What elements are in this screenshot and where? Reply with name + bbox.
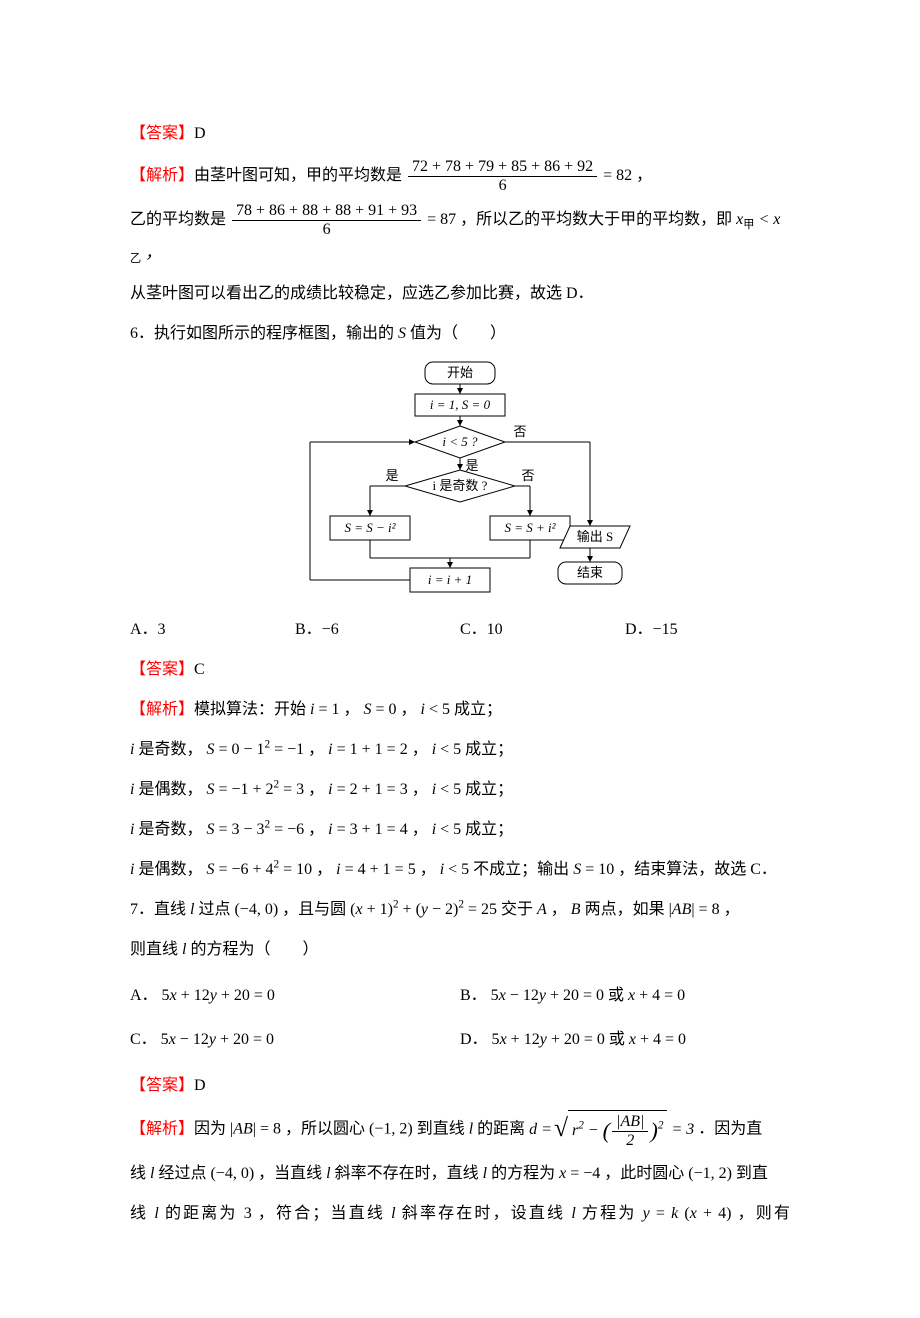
q5-analysis-line2: 乙的平均数是 78 + 86 + 88 + 88 + 91 + 93 6 = 8…	[130, 202, 790, 270]
q6-option-c: C．10	[460, 614, 625, 646]
flow-init: i = 1, S = 0	[430, 397, 491, 412]
flow-inc: i = i + 1	[428, 572, 472, 587]
q7-ana-p3: 线 l 的距离为 3 ，符合；当直线 l 斜率存在时，设直线 l 方程为 y =…	[130, 1198, 790, 1230]
q7-stem-b: 则直线 l 的方程为（ ）	[130, 934, 790, 966]
q7-option-b: B． 5x − 12y + 20 = 0 或 x + 4 = 0	[460, 980, 790, 1012]
flow-start: 开始	[447, 365, 473, 380]
q5-jia-den: 6	[408, 177, 597, 195]
q6-answer-line: 【答案】C	[130, 654, 790, 686]
q5-analysis-line1: 【解析】由茎叶图可知，甲的平均数是 72 + 78 + 79 + 85 + 86…	[130, 158, 790, 194]
q7-ana-p1a: 因为 |AB| = 8 ，所以圆心 (−1, 2) 到直线 l 的距离	[194, 1121, 529, 1138]
q5-yi-frac: 78 + 86 + 88 + 88 + 91 + 93 6	[232, 202, 421, 238]
analysis-label: 【解析】	[130, 1121, 194, 1138]
q7-ana-p2: 线 l 经过点 (−4, 0) ，当直线 l 斜率不存在时，直线 l 的方程为 …	[130, 1158, 790, 1190]
q7-option-a: A． 5x + 12y + 20 = 0	[130, 980, 460, 1012]
q5-intro: 由茎叶图可知，甲的平均数是	[194, 167, 402, 184]
q5-yi-num: 78 + 86 + 88 + 88 + 91 + 93	[232, 202, 421, 221]
q5-jia-num: 72 + 78 + 79 + 85 + 86 + 92	[408, 158, 597, 177]
page-content: 【答案】D 【解析】由茎叶图可知，甲的平均数是 72 + 78 + 79 + 8…	[0, 0, 920, 1318]
analysis-label: 【解析】	[130, 701, 194, 718]
flow-cond2: i 是奇数 ?	[433, 478, 488, 493]
q6-ana-l3: i 是偶数， S = −1 + 22 = 3 ， i = 2 + 1 = 3 ，…	[130, 774, 790, 806]
q5-yi-den: 6	[232, 221, 421, 239]
q6-ana-l2: i 是奇数， S = 0 − 12 = −1 ， i = 1 + 1 = 2 ，…	[130, 734, 790, 766]
flow-end: 结束	[577, 565, 603, 580]
flow-even: S = S + i²	[504, 520, 556, 535]
q6-options: A．3 B．−6 C．10 D．−15	[130, 614, 790, 646]
q7-answer-letter: D	[194, 1077, 206, 1094]
answer-label: 【答案】	[130, 1077, 194, 1094]
q6-ana-l5: i 是偶数， S = −6 + 42 = 10 ， i = 4 + 1 = 5 …	[130, 854, 790, 886]
q5-jia-frac: 72 + 78 + 79 + 85 + 86 + 92 6	[408, 158, 597, 194]
q6-ana-l1: 【解析】模拟算法：开始 i = 1 ， S = 0 ， i < 5 成立；	[130, 694, 790, 726]
q7-option-c: C． 5x − 12y + 20 = 0	[130, 1024, 460, 1056]
flow-out: 输出 S	[577, 529, 613, 544]
q7-dist-expr: d = r2 − (|AB|2)2 = 3	[529, 1121, 694, 1138]
q5-yi-eq: = 87 ，所以乙的平均数大于甲的平均数，即	[427, 211, 736, 228]
q7-options: A． 5x + 12y + 20 = 0 B． 5x − 12y + 20 = …	[130, 974, 790, 1062]
q7-option-d: D． 5x + 12y + 20 = 0 或 x + 4 = 0	[460, 1024, 790, 1056]
q7-answer-line: 【答案】D	[130, 1070, 790, 1102]
q6-ana-l1-text: 模拟算法：开始 i = 1 ， S = 0 ， i < 5 成立；	[194, 701, 502, 718]
q7-stem-a: 7．直线 l 过点 (−4, 0) ，且与圆 (x + 1)2 + (y − 2…	[130, 894, 790, 926]
q6-answer-letter: C	[194, 661, 205, 678]
q5-answer-letter: D	[194, 125, 206, 142]
q5-yi-prefix: 乙的平均数是	[130, 211, 226, 228]
flow-no2: 否	[521, 468, 534, 483]
q6-option-a: A．3	[130, 614, 295, 646]
flow-cond1: i < 5 ?	[442, 434, 478, 449]
flow-yes1: 是	[465, 458, 478, 473]
q5-jia-eq: = 82 ，	[603, 167, 652, 184]
flow-odd: S = S − i²	[344, 520, 396, 535]
q6-flowchart: 开始 i = 1, S = 0 i < 5 ? 否 是 i 是奇数 ? 是 否	[280, 358, 640, 608]
q7-ana-p1: 【解析】因为 |AB| = 8 ，所以圆心 (−1, 2) 到直线 l 的距离 …	[130, 1110, 790, 1149]
q5-answer-line: 【答案】D	[130, 118, 790, 150]
answer-label: 【答案】	[130, 125, 194, 142]
q6-option-b: B．−6	[295, 614, 460, 646]
q6-ana-l4: i 是奇数， S = 3 − 32 = −6 ， i = 3 + 1 = 4 ，…	[130, 814, 790, 846]
answer-label: 【答案】	[130, 661, 194, 678]
analysis-label: 【解析】	[130, 167, 194, 184]
q6-stem: 6．执行如图所示的程序框图，输出的 S 值为（ ）	[130, 318, 790, 350]
q5-analysis-line3: 从茎叶图可以看出乙的成绩比较稳定，应选乙参加比赛，故选 D．	[130, 278, 790, 310]
q6-option-d: D．−15	[625, 614, 790, 646]
flow-yes2: 是	[385, 468, 398, 483]
flow-no1: 否	[513, 424, 526, 439]
